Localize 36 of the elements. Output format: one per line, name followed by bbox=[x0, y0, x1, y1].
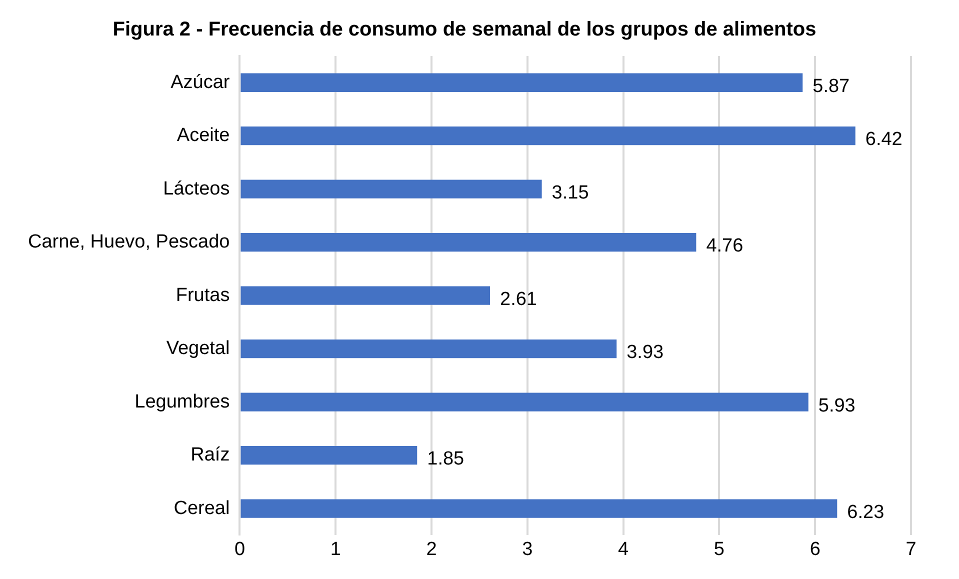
bar bbox=[240, 499, 838, 518]
bar bbox=[240, 340, 617, 358]
x-tick-label: 7 bbox=[906, 538, 916, 560]
data-label: 3.15 bbox=[552, 182, 589, 204]
y-tick-label: Frutas bbox=[176, 284, 230, 306]
x-tick-label: 1 bbox=[330, 538, 341, 560]
y-tick-label: Aceite bbox=[176, 125, 230, 146]
data-label: 4.76 bbox=[706, 236, 744, 257]
x-tick-label: 2 bbox=[426, 538, 437, 560]
y-tick-label: Azúcar bbox=[170, 72, 230, 93]
bar bbox=[240, 286, 490, 305]
y-tick-label: Lácteos bbox=[163, 178, 230, 200]
data-label: 2.61 bbox=[500, 288, 537, 310]
bar bbox=[240, 446, 418, 465]
data-label: 5.93 bbox=[818, 395, 856, 416]
x-tick-label: 6 bbox=[810, 538, 820, 560]
data-label: 5.87 bbox=[812, 76, 850, 97]
x-tick-label: 0 bbox=[234, 538, 246, 560]
x-tick-label: 5 bbox=[714, 538, 724, 560]
bar bbox=[240, 392, 808, 412]
data-label: 6.42 bbox=[865, 129, 902, 150]
data-label: 1.85 bbox=[427, 448, 464, 470]
bar bbox=[240, 126, 856, 146]
chart-title: Figura 2 - Frecuencia de consumo de semanal de los grupos de alimentos bbox=[112, 18, 816, 41]
bar bbox=[240, 73, 803, 92]
y-tick-label: Legumbres bbox=[134, 391, 230, 412]
y-tick-label: Carne, Huevo, Pescado bbox=[28, 232, 230, 253]
data-label: 6.23 bbox=[847, 502, 884, 523]
y-tick-label: Vegetal bbox=[166, 338, 230, 360]
y-tick-label: Cereal bbox=[174, 498, 230, 519]
x-tick-label: 3 bbox=[522, 538, 533, 560]
x-tick-label: 4 bbox=[618, 538, 630, 560]
data-label: 3.93 bbox=[626, 342, 664, 364]
y-tick-label: Raíz bbox=[190, 444, 230, 466]
bar bbox=[240, 233, 696, 252]
bar bbox=[240, 180, 542, 198]
